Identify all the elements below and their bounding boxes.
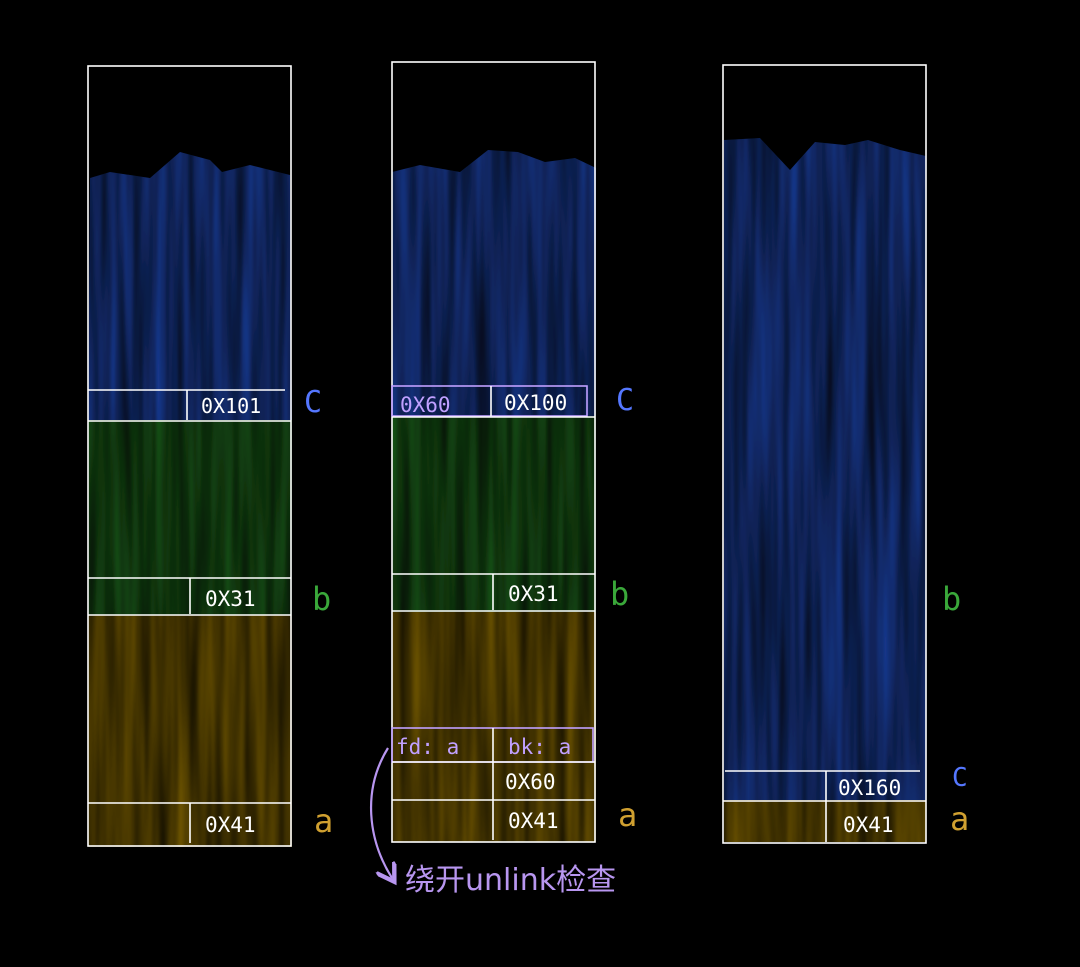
chunk-c-name: C xyxy=(952,763,968,793)
chunk-c-prev-size-label: 0X60 xyxy=(400,393,451,417)
chunk-b-size-label: 0X31 xyxy=(508,582,559,606)
merged-chunk-b-region xyxy=(724,138,926,800)
chunk-a-region xyxy=(724,800,926,842)
chunk-c-name: C xyxy=(304,385,322,420)
chunk-b-size-label: 0X31 xyxy=(205,587,256,611)
chunk-a-region xyxy=(392,612,596,842)
chunk-b-region xyxy=(392,416,596,612)
chunk-c-name: C xyxy=(616,383,634,418)
chunk-c-region xyxy=(88,152,292,420)
fake-chunk-size-label: 0X60 xyxy=(505,770,556,794)
chunk-a-name: a xyxy=(314,802,333,840)
heap-outline-3 xyxy=(722,64,927,844)
chunk-c-size-label: 0X160 xyxy=(838,776,901,800)
fake-chunk-fd-label: fd: a xyxy=(396,735,459,759)
heap-diagram-3: 0X160 0X41 b C a xyxy=(722,64,969,844)
chunk-a-size-label: 0X41 xyxy=(508,809,559,833)
chunk-c-header-box xyxy=(391,385,588,417)
chunk-a-size-label: 0X41 xyxy=(205,813,256,837)
chunk-a-name: a xyxy=(618,796,637,834)
chunk-a-size-label: 0X41 xyxy=(843,813,894,837)
heap-diagram-2: 0X60 0X100 0X31 fd: a bk: a 0X60 0X41 C … xyxy=(369,61,637,898)
fake-chunk-bk-label: bk: a xyxy=(508,735,571,759)
chunk-c-size-label: 0X101 xyxy=(201,394,261,418)
chunk-b-name: b xyxy=(312,580,331,618)
annotation-arrow xyxy=(369,747,392,878)
annotation-text: 绕开unlink检查 xyxy=(405,863,616,898)
chunk-a-name: a xyxy=(950,800,969,838)
chunk-c-size-label: 0X100 xyxy=(504,391,567,415)
chunk-b-name: b xyxy=(610,575,629,613)
merged-chunk-b-name: b xyxy=(942,580,961,618)
chunk-c-region xyxy=(392,150,596,416)
heap-outline-2 xyxy=(391,61,596,843)
heap-outline-1 xyxy=(87,65,292,847)
heap-diagram-1: 0X101 0X31 0X41 C b a xyxy=(87,65,333,847)
